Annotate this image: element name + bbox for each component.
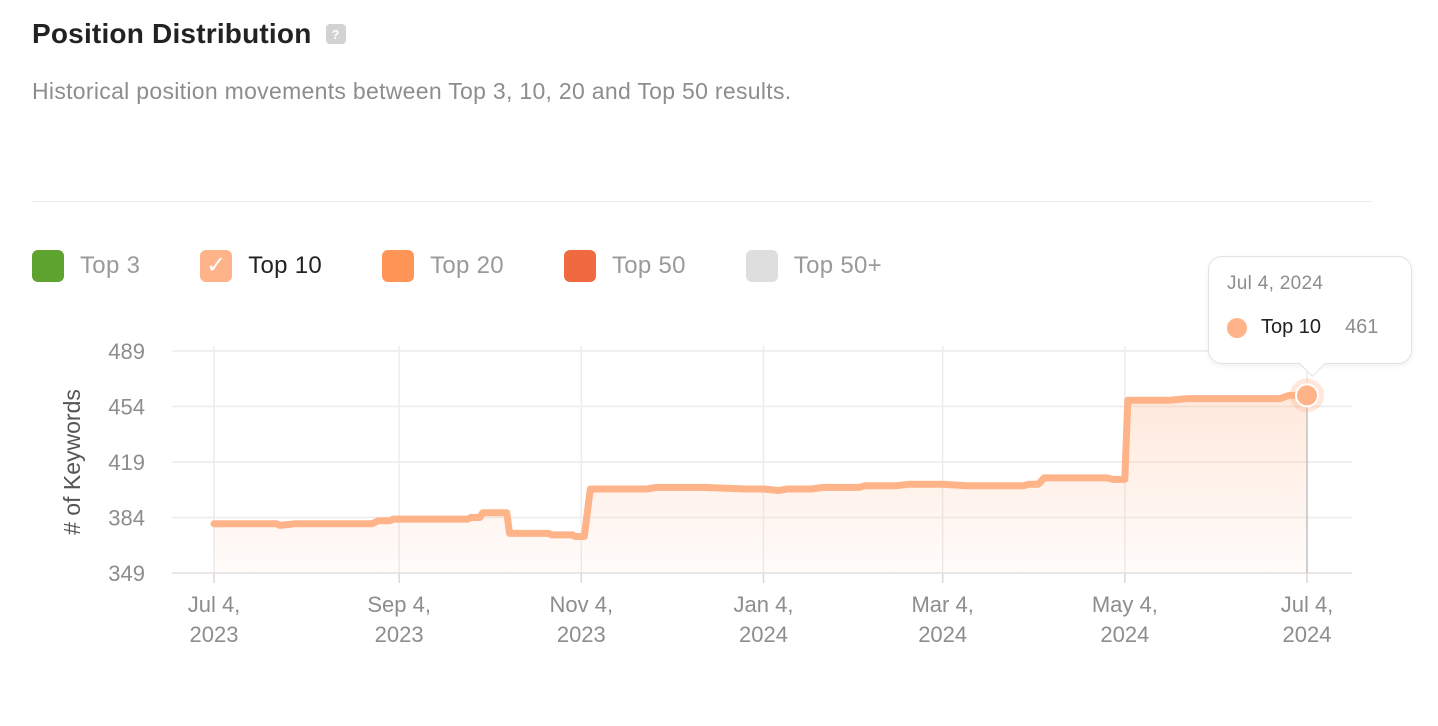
y-tick-label: 489 [108, 339, 145, 364]
y-tick-label: 349 [108, 561, 145, 586]
series-line [210, 391, 1311, 540]
x-tick-label: Nov 4, 2023 [550, 592, 614, 647]
x-tick-label: Jan 4, 2024 [734, 592, 794, 647]
legend-item-top-50[interactable]: Top 50 [563, 250, 686, 282]
check-icon: ✓ [206, 252, 227, 279]
legend-item-top-3[interactable]: Top 3 [32, 250, 140, 282]
legend-item-top-10[interactable]: ✓ Top 10 [200, 250, 322, 282]
tooltip-series-value: 461 [1345, 316, 1379, 338]
chart-legend: Top 3 ✓ Top 10 Top 20 Top 50 Top 50+ [32, 250, 942, 282]
legend-label: Top 10 [248, 252, 323, 279]
x-tick-label: Jul 4, 2024 [1281, 592, 1334, 647]
series-line-top-10 [210, 391, 1311, 540]
y-tick-label: 384 [108, 506, 145, 531]
y-tick-label: 419 [108, 450, 145, 475]
legend-label: Top 20 [430, 252, 504, 279]
legend-label: Top 50 [611, 252, 686, 279]
legend-item-top-20[interactable]: Top 20 [382, 250, 504, 282]
y-axis: 349 384 419 454 489 [108, 339, 145, 586]
legend-label: Top 50+ [793, 252, 882, 279]
tooltip-date: Jul 4, 2024 [1227, 273, 1324, 294]
x-tick-label: Sep 4, 2023 [367, 592, 431, 647]
legend-swatch: ✓ [200, 250, 233, 282]
x-tick-label: May 4, 2024 [1092, 592, 1158, 647]
x-tick-label: Jul 4, 2023 [188, 592, 241, 647]
x-axis: Jul 4, 2023 Sep 4, 2023 Nov 4, 2023 Jan 4, 2024… [188, 573, 1334, 647]
page-title: Position Distribution [32, 18, 312, 49]
legend-label: Top 3 [80, 252, 141, 279]
legend-swatch [563, 250, 596, 282]
series-area [214, 395, 1307, 573]
chart-tooltip: Jul 4, 2024 Top 10 461 [1208, 256, 1412, 364]
help-icon[interactable]: ? [325, 24, 346, 44]
hover-marker [1290, 378, 1324, 573]
tooltip-series-dot [1227, 317, 1247, 338]
legend-item-top-50-plus[interactable]: Top 50+ [745, 250, 882, 282]
x-tick-label: Mar 4, 2024 [911, 592, 973, 647]
tooltip-row: Top 10 461 [1227, 316, 1378, 339]
series-area-fill [214, 395, 1307, 573]
y-tick-label: 454 [108, 395, 145, 420]
legend-swatch [745, 250, 778, 282]
y-axis-label: # of Keywords [59, 389, 85, 535]
divider [32, 201, 1372, 202]
hover-marker-point [1295, 383, 1319, 408]
tooltip-series-name: Top 10 [1261, 316, 1322, 338]
page-subtitle: Historical position movements between To… [32, 78, 792, 104]
legend-swatch [382, 250, 415, 282]
legend-swatch [32, 250, 64, 282]
